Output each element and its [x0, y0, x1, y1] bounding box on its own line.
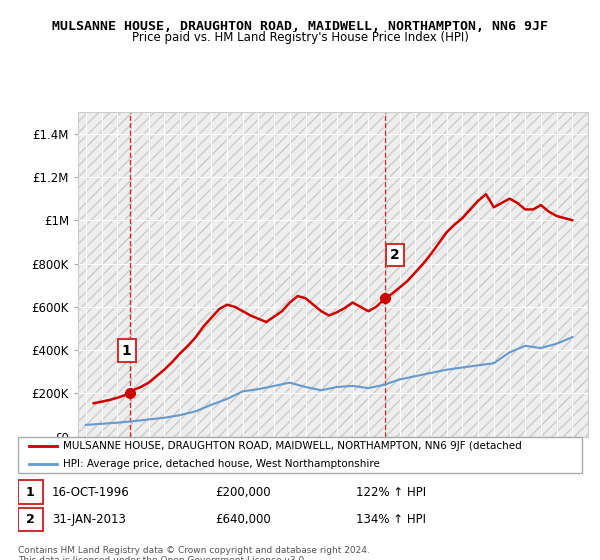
Text: 1: 1	[26, 486, 35, 498]
FancyBboxPatch shape	[18, 508, 43, 531]
Text: 122% ↑ HPI: 122% ↑ HPI	[356, 486, 427, 498]
Text: 2: 2	[390, 248, 400, 262]
Text: 16-OCT-1996: 16-OCT-1996	[52, 486, 130, 498]
Text: 2: 2	[26, 513, 35, 526]
Text: MULSANNE HOUSE, DRAUGHTON ROAD, MAIDWELL, NORTHAMPTON, NN6 9JF: MULSANNE HOUSE, DRAUGHTON ROAD, MAIDWELL…	[52, 20, 548, 32]
Bar	[78, 112, 588, 437]
Text: 1: 1	[122, 343, 131, 357]
Text: Contains HM Land Registry data © Crown copyright and database right 2024.
This d: Contains HM Land Registry data © Crown c…	[18, 546, 370, 560]
Text: 31-JAN-2013: 31-JAN-2013	[52, 513, 126, 526]
Text: MULSANNE HOUSE, DRAUGHTON ROAD, MAIDWELL, NORTHAMPTON, NN6 9JF (detached: MULSANNE HOUSE, DRAUGHTON ROAD, MAIDWELL…	[63, 441, 522, 451]
Text: HPI: Average price, detached house, West Northamptonshire: HPI: Average price, detached house, West…	[63, 459, 380, 469]
FancyBboxPatch shape	[18, 480, 43, 504]
Text: £200,000: £200,000	[215, 486, 271, 498]
Text: Price paid vs. HM Land Registry's House Price Index (HPI): Price paid vs. HM Land Registry's House …	[131, 31, 469, 44]
FancyBboxPatch shape	[18, 437, 582, 473]
Text: 134% ↑ HPI: 134% ↑ HPI	[356, 513, 427, 526]
Text: £640,000: £640,000	[215, 513, 271, 526]
